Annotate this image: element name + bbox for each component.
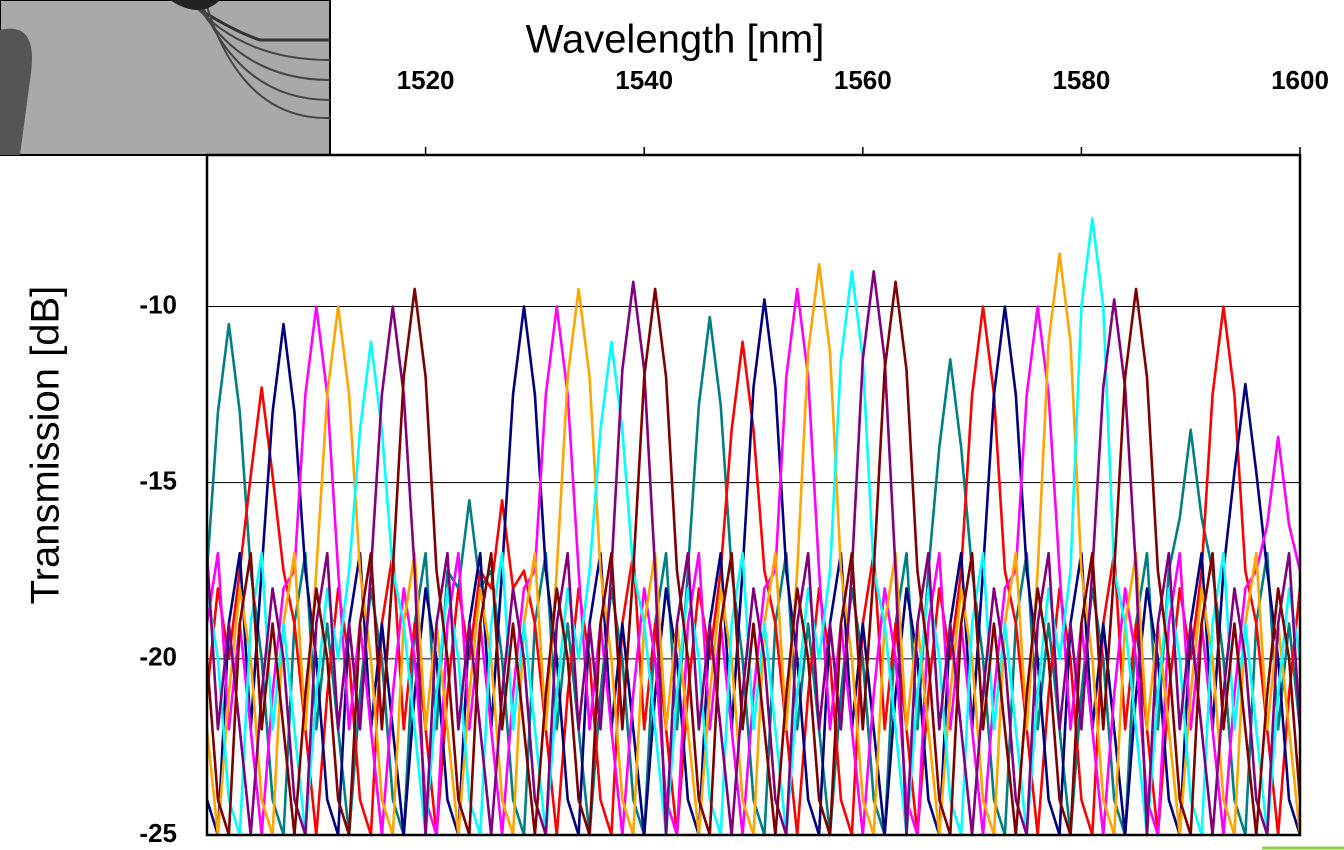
series-line (207, 287, 1300, 835)
x-tick-label: 1580 (1052, 65, 1110, 95)
inset-photo (0, 0, 331, 156)
y-tick-label: -15 (139, 466, 177, 496)
y-tick-label: -10 (139, 289, 177, 319)
series-line (207, 217, 1300, 835)
y-axis-title: Transmission [dB] (24, 286, 68, 605)
x-tick-label: 1520 (397, 65, 455, 95)
y-tick-label: -20 (139, 642, 177, 672)
x-tick-label: 1560 (834, 65, 892, 95)
series-group (207, 217, 1300, 835)
y-tick-label: -25 (139, 818, 177, 848)
x-axis-title: Wavelength [nm] (526, 18, 825, 62)
series-line (207, 280, 1300, 835)
series-line (207, 252, 1300, 835)
series-line (207, 269, 1300, 835)
plot-frame (205, 153, 1302, 837)
x-tick-label: 1600 (1271, 65, 1329, 95)
series-line (207, 305, 1300, 835)
x-tick-label: 1540 (615, 65, 673, 95)
